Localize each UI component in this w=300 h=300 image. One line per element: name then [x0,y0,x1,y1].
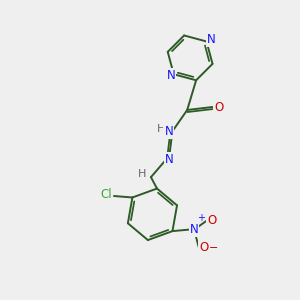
Text: O: O [207,214,217,226]
Text: Cl: Cl [101,188,112,201]
Text: O: O [200,241,208,254]
Text: N: N [207,34,216,46]
Text: N: N [165,153,174,167]
Text: N: N [167,69,175,82]
Text: O: O [214,100,224,113]
Text: N: N [164,125,173,138]
Text: N: N [190,223,199,236]
Text: H: H [157,124,165,134]
Text: H: H [138,169,146,179]
Text: −: − [209,243,218,253]
Text: +: + [197,213,205,223]
